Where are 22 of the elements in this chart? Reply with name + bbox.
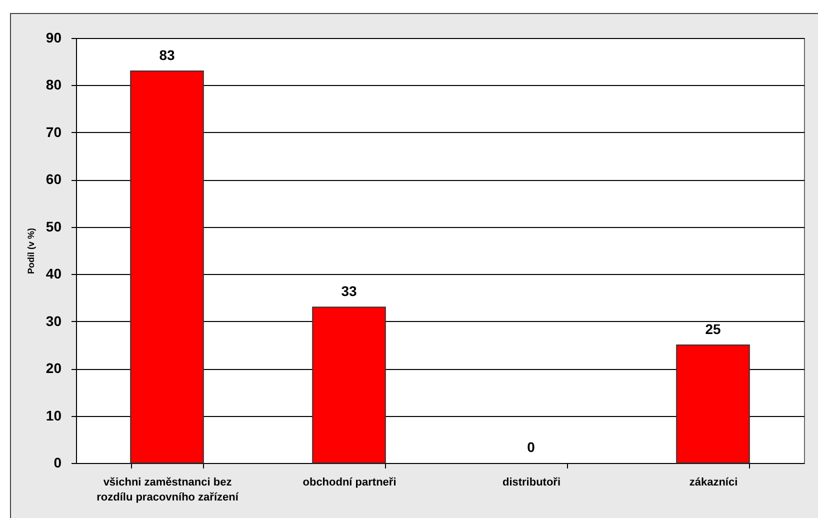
y-tick-label: 40	[46, 266, 62, 282]
bar	[130, 70, 204, 464]
y-axis-title: Podíl (v %)	[26, 228, 36, 274]
x-tick-label: všichni zaměstnanci bez rozdílu pracovního zařízení	[96, 476, 240, 504]
y-tick-label: 60	[46, 171, 62, 188]
bar	[676, 344, 750, 464]
data-label: 83	[159, 47, 175, 64]
y-tick-label: 80	[46, 76, 62, 93]
data-label: 0	[527, 439, 536, 455]
y-tick-label: 20	[46, 360, 62, 376]
x-tick-label: obchodní partneři	[302, 476, 396, 488]
bar	[312, 306, 386, 464]
y-tick-label: 0	[54, 454, 62, 470]
y-tick-label: 70	[46, 124, 62, 140]
data-label: 25	[705, 320, 721, 337]
x-tick-label: zákazníci	[689, 476, 738, 488]
y-tick-label: 90	[46, 30, 62, 46]
y-tick-label: 50	[46, 218, 62, 234]
y-tick-label: 30	[46, 312, 62, 329]
y-tick-label: 10	[46, 407, 62, 424]
data-label: 33	[341, 283, 357, 300]
x-tick-label: distributoři	[502, 476, 561, 488]
